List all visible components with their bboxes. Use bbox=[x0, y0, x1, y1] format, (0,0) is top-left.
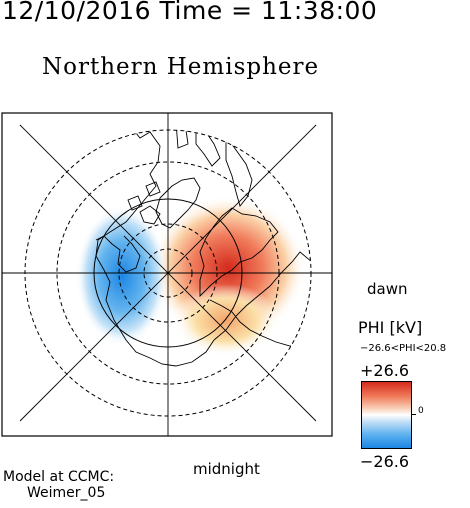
hudson-bay-coast-icon bbox=[95, 235, 141, 273]
colorbar-zero-tick bbox=[411, 414, 416, 415]
model-credit-line1: Model at CCMC: bbox=[3, 469, 115, 485]
colorbar-mid-label: 0 bbox=[418, 406, 424, 416]
model-credit-line2: Weimer_05 bbox=[27, 485, 106, 501]
colorbar bbox=[361, 381, 412, 449]
plot-title: Northern Hemisphere bbox=[42, 54, 320, 80]
scandinavia-coast-icon bbox=[225, 134, 253, 207]
dawn-label: dawn bbox=[367, 280, 408, 298]
colorbar-min-label: −26.6 bbox=[360, 452, 410, 471]
polar-map bbox=[1, 112, 333, 437]
midnight-label: midnight bbox=[193, 460, 260, 478]
colorbar-max-label: +26.6 bbox=[360, 361, 410, 380]
latitude-60-circle bbox=[93, 198, 243, 348]
europe-coast-icon bbox=[175, 130, 221, 167]
negative-potential-cell bbox=[76, 206, 168, 346]
model-credit: Model at CCMC: Weimer_05 bbox=[3, 469, 114, 501]
outer-boundary-circle bbox=[24, 129, 312, 417]
latitude-circles bbox=[24, 129, 312, 417]
greenland-coast-icon bbox=[155, 177, 201, 229]
latitude-70-circle bbox=[118, 223, 218, 323]
latitude-50-circle bbox=[56, 161, 280, 385]
timestamp: 12/10/2016 Time = 11:38:00 bbox=[2, 0, 378, 25]
colorbar-title: PHI [kV] bbox=[358, 318, 423, 337]
positive-potential-tail bbox=[174, 284, 278, 356]
latitude-80-circle bbox=[143, 248, 193, 298]
eurasia-coast-icon bbox=[199, 207, 311, 341]
meridian-lines bbox=[2, 113, 332, 436]
colorbar-range: −26.6<PHI<20.8 bbox=[360, 343, 447, 354]
potential-field bbox=[76, 196, 306, 356]
arctic-islands-icon bbox=[127, 181, 161, 225]
map-frame bbox=[1, 112, 333, 437]
